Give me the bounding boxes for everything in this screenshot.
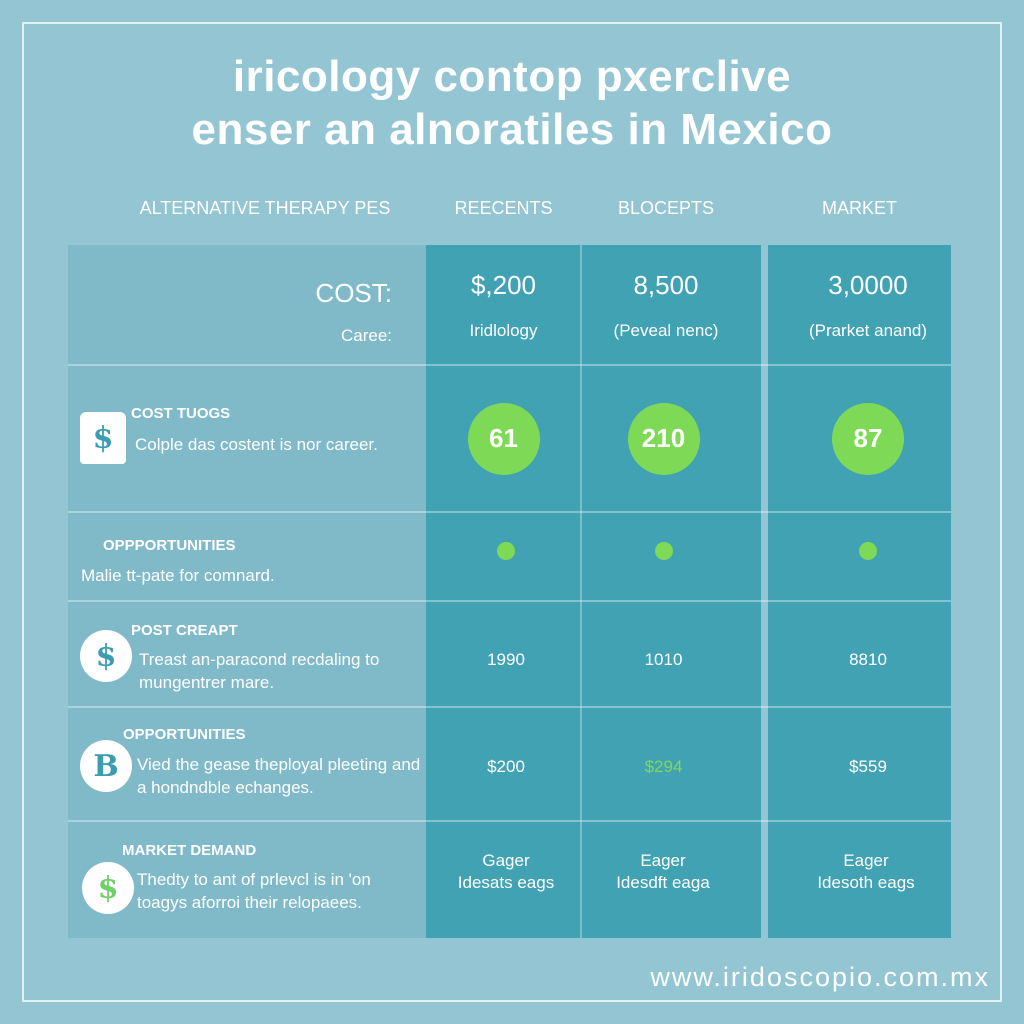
column-header-therapy: ALTERNATIVE THERAPY PES: [139, 198, 391, 218]
row-description: Treast an-paracond recdaling to mungentr…: [139, 650, 380, 692]
column-panel-3: [768, 245, 951, 938]
divider: [68, 820, 951, 822]
dollar-bag-icon: $: [80, 412, 126, 464]
row-title: OPPPORTUNITIES: [103, 537, 236, 554]
cost-value-3: 3,0000: [828, 270, 908, 300]
column-panel-1-2: [426, 245, 761, 938]
divider: [580, 245, 582, 938]
status-dot: [497, 541, 515, 560]
career-label: Caree:: [340, 326, 392, 345]
row-description: Vied the gease theployal pleeting and a …: [137, 755, 421, 797]
cell-value: Gager Idesats eags: [457, 851, 555, 892]
cell-value: $559: [849, 757, 887, 776]
cell-value: 1010: [644, 650, 683, 669]
row-title: OPPORTUNITIES: [123, 726, 246, 743]
cell-value-highlight: $294: [644, 757, 683, 776]
cost-value-2: 8,500: [633, 270, 699, 300]
cost-value-1: $,200: [470, 270, 537, 300]
title-line-1: iricology contop pxerclive: [232, 52, 792, 101]
cell-value: 8810: [849, 650, 887, 669]
divider: [68, 600, 951, 602]
career-value-2: (Peveal nenc): [613, 321, 719, 340]
divider: [68, 706, 951, 708]
title-line-2: enser an alnoratiles in Mexico: [191, 105, 833, 154]
row-label-panel: [68, 245, 426, 938]
column-header-2: BLOCEPTS: [617, 198, 715, 218]
cell-value: Eager Idesoth eags: [817, 851, 915, 892]
bitcoin-icon: B: [80, 740, 132, 792]
row-title: POST CREAPT: [131, 622, 238, 639]
cell-value: $200: [487, 757, 525, 776]
status-dot: [859, 541, 877, 560]
cell-value: Eager Idesdft eaga: [616, 851, 710, 892]
website-url: www.iridoscopio.com.mx: [650, 962, 990, 992]
score-badge: 61: [467, 402, 540, 475]
dollar-icon: $: [80, 630, 132, 682]
score-badge: 210: [627, 402, 700, 475]
career-value-1: Iridlology: [469, 321, 538, 340]
cost-label: COST:: [315, 278, 392, 308]
divider: [68, 511, 951, 513]
frame-border: [22, 22, 1002, 1002]
row-description: Colple das costent is nor career.: [135, 435, 378, 454]
cell-value: 1990: [487, 650, 525, 669]
divider: [68, 364, 951, 366]
career-value-3: (Prarket anand): [808, 321, 928, 340]
row-title: MARKET DEMAND: [122, 842, 257, 859]
column-header-3: MARKET: [821, 198, 897, 218]
row-title: COST TUOGS: [131, 405, 231, 422]
status-dot: [654, 541, 673, 560]
column-header-1: REECENTS: [454, 198, 553, 218]
row-description: Thedty to ant of prlevcl is in 'on toagy…: [137, 870, 371, 912]
dollar-icon: $: [82, 862, 134, 914]
score-badge: 87: [832, 402, 904, 475]
row-description: Malie tt-pate for comnard.: [81, 566, 275, 585]
